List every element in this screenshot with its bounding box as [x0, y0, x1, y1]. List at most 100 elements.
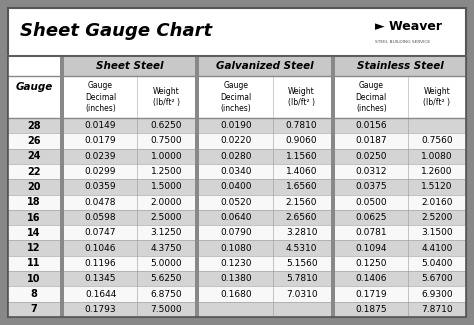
- Bar: [195, 56, 200, 317]
- Text: Gauge
Decimal
(inches): Gauge Decimal (inches): [220, 81, 252, 113]
- Bar: [8, 118, 466, 133]
- Text: Sheet Gauge Chart: Sheet Gauge Chart: [20, 22, 212, 40]
- Text: 1.4060: 1.4060: [286, 167, 318, 176]
- Text: 5.0400: 5.0400: [421, 259, 453, 268]
- Bar: [335, 56, 466, 76]
- Text: 0.1793: 0.1793: [85, 305, 117, 314]
- Text: 1.1560: 1.1560: [286, 152, 318, 161]
- Text: Stainless Steel: Stainless Steel: [357, 61, 444, 71]
- Text: 4.5310: 4.5310: [286, 244, 318, 253]
- Text: 5.1560: 5.1560: [286, 259, 318, 268]
- Text: STEEL BUILDING SERVICE: STEEL BUILDING SERVICE: [375, 40, 430, 44]
- Bar: [8, 240, 466, 256]
- Text: Gauge
Decimal
(inches): Gauge Decimal (inches): [356, 81, 387, 113]
- Text: 0.1406: 0.1406: [356, 274, 387, 283]
- Text: 0.6250: 0.6250: [151, 121, 182, 130]
- Text: 0.1644: 0.1644: [85, 290, 116, 299]
- Text: 0.1719: 0.1719: [356, 290, 387, 299]
- Text: 26: 26: [27, 136, 41, 146]
- Bar: [64, 56, 195, 76]
- Text: 8: 8: [30, 289, 37, 299]
- Text: 6.8750: 6.8750: [150, 290, 182, 299]
- Text: 20: 20: [27, 182, 41, 192]
- Text: 1.0000: 1.0000: [150, 152, 182, 161]
- Text: 14: 14: [27, 228, 41, 238]
- Text: 0.1875: 0.1875: [356, 305, 387, 314]
- Text: 0.0250: 0.0250: [356, 152, 387, 161]
- Text: 0.0640: 0.0640: [220, 213, 252, 222]
- Text: 0.9060: 0.9060: [286, 136, 318, 146]
- Bar: [64, 76, 137, 118]
- Text: 24: 24: [27, 151, 41, 161]
- Text: Sheet Steel: Sheet Steel: [96, 61, 164, 71]
- Bar: [8, 256, 466, 271]
- Text: 5.7810: 5.7810: [286, 274, 318, 283]
- Text: 2.0000: 2.0000: [151, 198, 182, 207]
- Text: 28: 28: [27, 121, 41, 131]
- Text: Gauge: Gauge: [15, 82, 53, 92]
- Text: 7.0310: 7.0310: [286, 290, 318, 299]
- Text: 0.1080: 0.1080: [220, 244, 252, 253]
- Text: 0.0179: 0.0179: [85, 136, 117, 146]
- Text: Gauge
Decimal
(inches): Gauge Decimal (inches): [85, 81, 116, 113]
- Text: 0.1046: 0.1046: [85, 244, 116, 253]
- Text: Weight
(lb/ft² ): Weight (lb/ft² ): [288, 86, 315, 107]
- Bar: [200, 56, 331, 76]
- Bar: [8, 195, 466, 210]
- Text: 0.0781: 0.0781: [356, 228, 387, 237]
- Text: 1.6560: 1.6560: [286, 182, 318, 191]
- Bar: [8, 149, 466, 164]
- Text: 0.0359: 0.0359: [85, 182, 117, 191]
- Bar: [8, 302, 466, 317]
- Bar: [8, 56, 466, 317]
- Bar: [8, 133, 466, 149]
- Bar: [408, 76, 466, 118]
- Text: 0.0299: 0.0299: [85, 167, 116, 176]
- Bar: [60, 56, 64, 317]
- Text: 7.8710: 7.8710: [421, 305, 453, 314]
- Text: 2.5000: 2.5000: [151, 213, 182, 222]
- Text: Weight
(lb/ft² ): Weight (lb/ft² ): [153, 86, 180, 107]
- Bar: [273, 76, 331, 118]
- Text: 0.0598: 0.0598: [85, 213, 117, 222]
- Text: 0.0375: 0.0375: [356, 182, 387, 191]
- Text: 0.0149: 0.0149: [85, 121, 116, 130]
- Bar: [8, 286, 466, 302]
- Bar: [8, 164, 466, 179]
- Text: 16: 16: [27, 213, 41, 223]
- Text: 1.0080: 1.0080: [421, 152, 453, 161]
- Text: 0.0478: 0.0478: [85, 198, 116, 207]
- Text: 0.0747: 0.0747: [85, 228, 116, 237]
- Bar: [137, 76, 195, 118]
- Text: 4.4100: 4.4100: [421, 244, 453, 253]
- Text: 0.0190: 0.0190: [220, 121, 252, 130]
- Text: 10: 10: [27, 274, 41, 284]
- Text: 0.7500: 0.7500: [150, 136, 182, 146]
- Text: 0.0156: 0.0156: [356, 121, 387, 130]
- Text: ► Weaver: ► Weaver: [375, 20, 442, 33]
- Text: 0.1094: 0.1094: [356, 244, 387, 253]
- Text: 1.2500: 1.2500: [151, 167, 182, 176]
- Text: 0.7560: 0.7560: [421, 136, 453, 146]
- Text: 0.1230: 0.1230: [220, 259, 252, 268]
- Text: 12: 12: [27, 243, 41, 253]
- Text: 5.6700: 5.6700: [421, 274, 453, 283]
- Text: 0.0280: 0.0280: [220, 152, 252, 161]
- Text: 5.0000: 5.0000: [150, 259, 182, 268]
- Text: 0.0312: 0.0312: [356, 167, 387, 176]
- Bar: [8, 271, 466, 286]
- Text: Weight
(lb/ft² ): Weight (lb/ft² ): [423, 86, 450, 107]
- Bar: [331, 56, 335, 317]
- Text: 0.0340: 0.0340: [220, 167, 252, 176]
- Text: 2.5200: 2.5200: [421, 213, 453, 222]
- Text: 0.0500: 0.0500: [356, 198, 387, 207]
- Text: 0.1680: 0.1680: [220, 290, 252, 299]
- Bar: [200, 76, 273, 118]
- Text: 4.3750: 4.3750: [151, 244, 182, 253]
- Text: 0.1250: 0.1250: [356, 259, 387, 268]
- Text: 0.0625: 0.0625: [356, 213, 387, 222]
- Text: Galvanized Steel: Galvanized Steel: [216, 61, 314, 71]
- Text: 2.6560: 2.6560: [286, 213, 318, 222]
- Text: 6.9300: 6.9300: [421, 290, 453, 299]
- Text: 2.1560: 2.1560: [286, 198, 318, 207]
